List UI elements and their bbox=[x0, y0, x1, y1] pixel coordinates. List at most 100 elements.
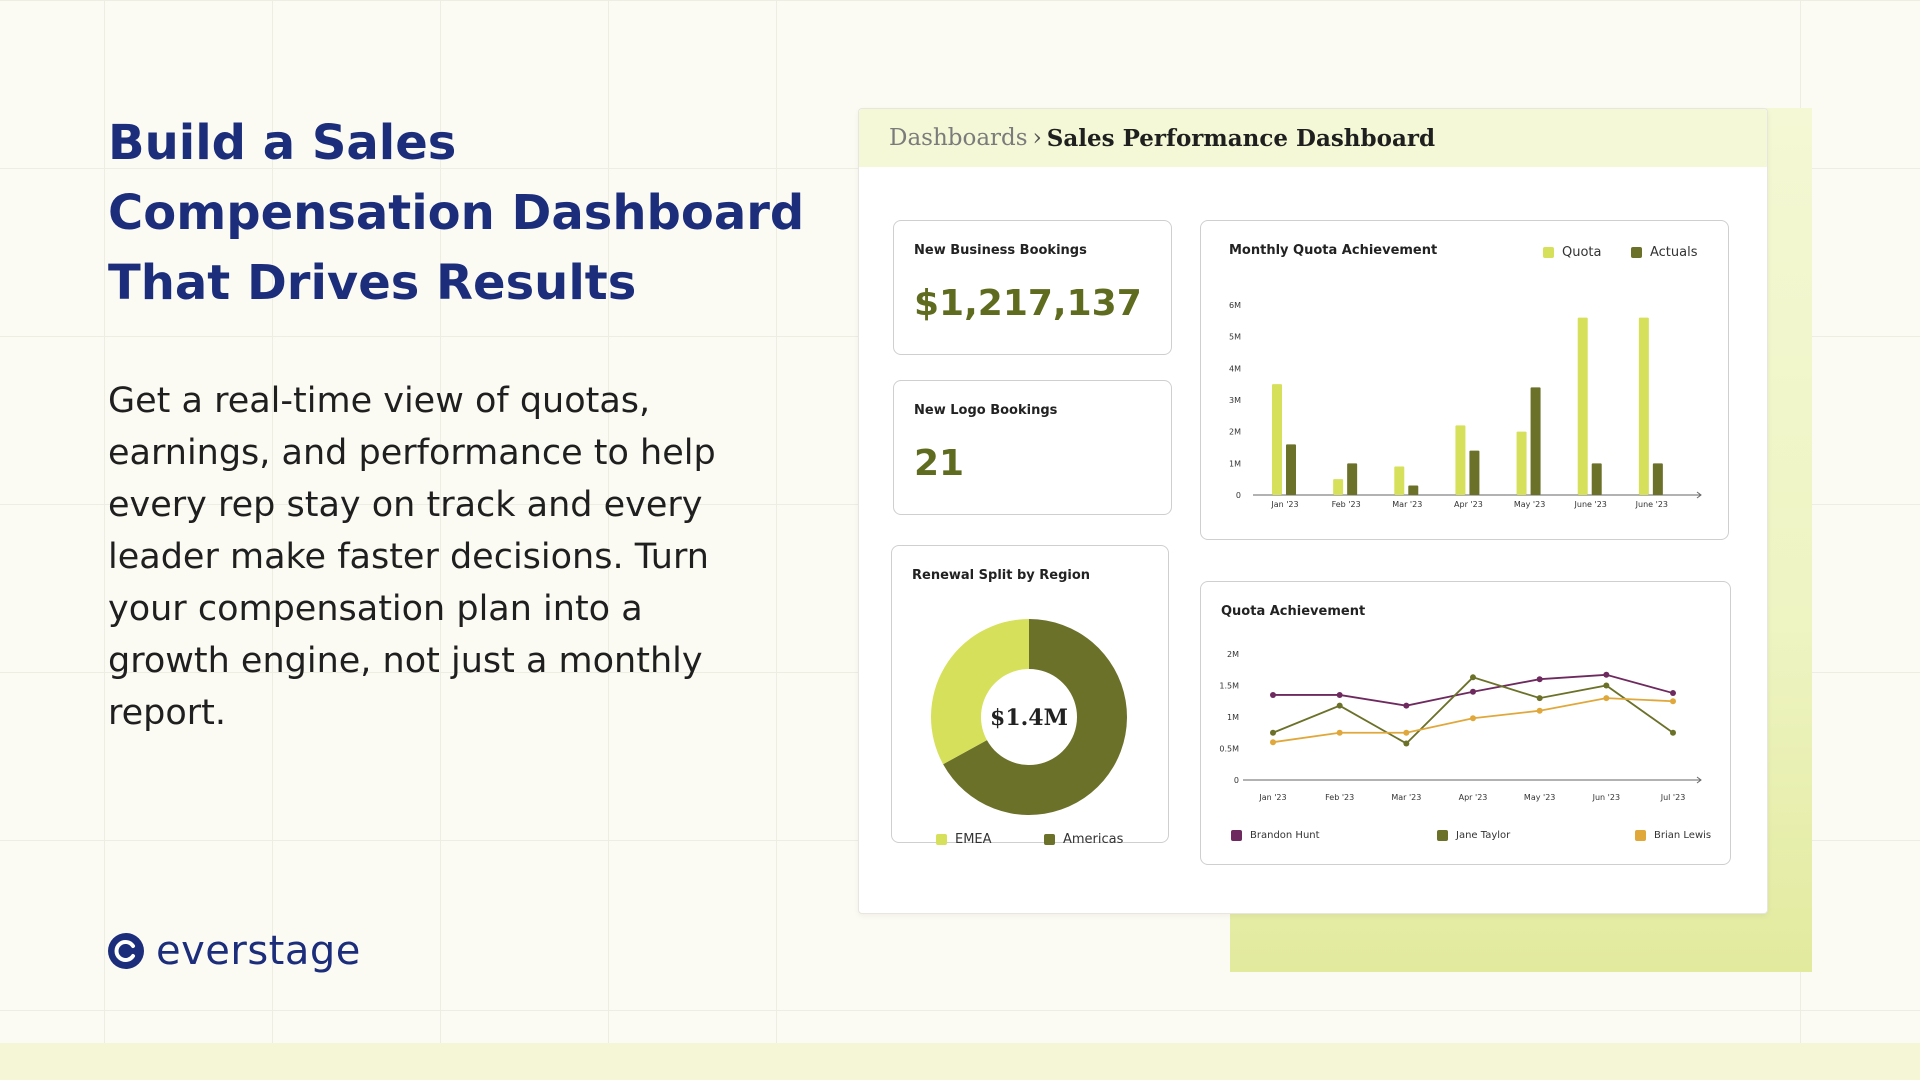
data-point bbox=[1536, 676, 1543, 683]
legend-label: Quota bbox=[1562, 245, 1602, 260]
kpi-value: 21 bbox=[914, 443, 965, 484]
bottom-band bbox=[0, 1043, 1920, 1080]
legend-item-actuals: Actuals bbox=[1631, 245, 1698, 260]
legend-swatch bbox=[1044, 834, 1055, 845]
y-tick-label: 0.5M bbox=[1219, 745, 1239, 754]
x-tick-label: Mar '23 bbox=[1391, 793, 1421, 802]
legend-label: Jane Taylor bbox=[1456, 830, 1511, 841]
data-point bbox=[1336, 702, 1343, 709]
x-tick-label: June '23 bbox=[1574, 500, 1607, 509]
bar-chart: 0 1M 2M 3M 4M 5M 6M Jan '23 Feb '23 Mar '23 Apr '2… bbox=[1229, 301, 1702, 509]
x-tick-label: Jan '23 bbox=[1270, 500, 1298, 509]
legend-swatch bbox=[1635, 830, 1646, 841]
x-axis-arrow bbox=[1696, 776, 1702, 784]
bar-actuals bbox=[1408, 485, 1419, 495]
breadcrumb-dashboards-link[interactable]: Dashboards bbox=[889, 125, 1028, 151]
x-tick-label: June '23 bbox=[1635, 500, 1668, 509]
legend-item-americas: Americas bbox=[1044, 832, 1123, 847]
legend-swatch bbox=[1231, 830, 1242, 841]
brand-name: everstage bbox=[156, 928, 361, 974]
bar-actuals bbox=[1469, 450, 1480, 495]
donut-slice-emea bbox=[931, 619, 1029, 765]
bar-quota bbox=[1272, 384, 1282, 495]
y-tick-label: 0 bbox=[1236, 491, 1241, 500]
legend-label: Americas bbox=[1063, 832, 1124, 847]
x-tick-label: May '23 bbox=[1524, 793, 1555, 802]
donut-chart: $1.4M bbox=[931, 619, 1127, 815]
bar-actuals bbox=[1591, 463, 1602, 495]
data-point bbox=[1670, 698, 1676, 705]
bar-quota bbox=[1455, 425, 1466, 495]
kpi-value: $1,217,137 bbox=[914, 283, 1142, 324]
data-point bbox=[1336, 691, 1343, 698]
data-point bbox=[1603, 682, 1610, 689]
y-tick-label: 2M bbox=[1227, 650, 1239, 659]
y-tick-label: 1.5M bbox=[1219, 682, 1239, 691]
hero-title: Build a Sales Compensation Dashboard Tha… bbox=[108, 115, 805, 311]
data-point bbox=[1270, 739, 1276, 746]
data-point bbox=[1603, 671, 1610, 678]
legend-item-quota: Quota bbox=[1543, 245, 1602, 260]
bar-quota bbox=[1394, 466, 1405, 495]
x-tick-label: Apr '23 bbox=[1454, 500, 1483, 509]
monthly-quota-card[interactable]: Monthly Quota Achievement Quota Actuals … bbox=[1200, 220, 1729, 540]
kpi-label: New Business Bookings bbox=[914, 243, 1087, 258]
bar-actuals bbox=[1652, 463, 1663, 495]
renewal-split-card[interactable]: Renewal Split by Region $1.4M EMEA Ameri… bbox=[891, 545, 1169, 847]
legend-item-brian-lewis: Brian Lewis bbox=[1635, 830, 1711, 841]
donut-center-label: $1.4M bbox=[990, 705, 1068, 731]
x-tick-label: Feb '23 bbox=[1332, 500, 1361, 509]
everstage-logo[interactable]: everstage bbox=[108, 928, 361, 974]
breadcrumb-current-page: Sales Performance Dashboard bbox=[1046, 124, 1436, 152]
legend-swatch bbox=[1631, 247, 1642, 258]
x-tick-label: Mar '23 bbox=[1392, 500, 1422, 509]
quota-achievement-card[interactable]: Quota Achievement 0 0.5M 1M 1.5M 2M Jan '23 Fe… bbox=[1200, 581, 1731, 865]
y-tick-label: 4M bbox=[1229, 364, 1241, 373]
legend-swatch bbox=[936, 834, 947, 845]
x-tick-label: Feb '23 bbox=[1325, 793, 1354, 802]
chart-title: Quota Achievement bbox=[1221, 604, 1366, 619]
donut-slice-americas bbox=[943, 619, 1127, 815]
data-point bbox=[1403, 740, 1410, 747]
data-point bbox=[1403, 702, 1410, 709]
data-point bbox=[1603, 695, 1610, 702]
bar-actuals bbox=[1347, 463, 1358, 495]
bar-actuals bbox=[1286, 444, 1296, 495]
data-point bbox=[1670, 690, 1676, 697]
x-tick-label: Jul '23 bbox=[1660, 793, 1686, 802]
y-tick-label: 6M bbox=[1229, 301, 1241, 310]
data-point bbox=[1270, 729, 1276, 736]
line-chart: 0 0.5M 1M 1.5M 2M Jan '23 Feb '23 Mar '23 Apr '2… bbox=[1219, 650, 1702, 802]
bar-actuals bbox=[1530, 387, 1541, 495]
x-tick-label: Jan '23 bbox=[1258, 793, 1286, 802]
data-point bbox=[1470, 688, 1476, 695]
kpi-card-new-business-bookings[interactable]: New Business Bookings $1,217,137 bbox=[893, 220, 1172, 355]
y-tick-label: 1M bbox=[1227, 713, 1239, 722]
bar-quota bbox=[1577, 317, 1588, 495]
breadcrumb-separator: › bbox=[1032, 125, 1042, 151]
everstage-logo-icon bbox=[108, 933, 144, 969]
breadcrumb: Dashboards › Sales Performance Dashboard bbox=[859, 109, 1767, 167]
x-tick-label: Apr '23 bbox=[1459, 793, 1488, 802]
legend-label: Brandon Hunt bbox=[1250, 830, 1320, 841]
legend-swatch bbox=[1437, 830, 1448, 841]
chart-title: Renewal Split by Region bbox=[912, 568, 1091, 583]
data-point bbox=[1670, 729, 1676, 736]
x-tick-label: May '23 bbox=[1514, 500, 1545, 509]
data-point bbox=[1536, 707, 1543, 714]
legend-item-brandon-hunt: Brandon Hunt bbox=[1231, 830, 1320, 841]
data-point bbox=[1270, 691, 1276, 698]
data-point bbox=[1536, 695, 1543, 702]
legend-item-emea: EMEA bbox=[936, 832, 992, 847]
dashboard-window: Dashboards › Sales Performance Dashboard… bbox=[858, 108, 1768, 914]
data-point bbox=[1470, 715, 1476, 722]
data-point bbox=[1470, 674, 1476, 681]
y-tick-label: 3M bbox=[1229, 396, 1241, 405]
kpi-label: New Logo Bookings bbox=[914, 403, 1058, 418]
x-axis-arrow bbox=[1696, 491, 1702, 499]
y-tick-label: 2M bbox=[1229, 428, 1241, 437]
y-tick-label: 1M bbox=[1229, 459, 1241, 468]
legend-swatch bbox=[1543, 247, 1554, 258]
kpi-card-new-logo-bookings[interactable]: New Logo Bookings 21 bbox=[893, 380, 1172, 515]
legend-item-jane-taylor: Jane Taylor bbox=[1437, 830, 1510, 841]
